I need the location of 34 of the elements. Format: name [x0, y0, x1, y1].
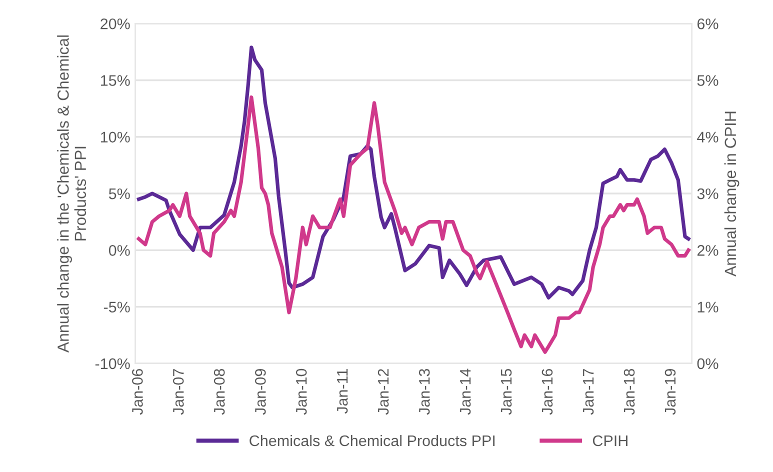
x-tick-label: Jan-17 [583, 369, 594, 415]
y2-tick-label: 2% [697, 245, 718, 256]
y-tick-label: -5% [104, 302, 130, 312]
line-series [136, 95, 690, 354]
x-tick-label: Jan-18 [624, 368, 635, 415]
y-tick-label: 10% [101, 132, 130, 143]
x-tick-label: Jan-16 [542, 368, 553, 415]
x-tick-label: Jan-08 [214, 368, 225, 415]
y-tick-label: 0% [108, 245, 130, 256]
y-tick-label: 5% [108, 188, 130, 200]
y-tick-label: 15% [101, 75, 130, 86]
legend-label: CPIH [592, 435, 628, 446]
x-tick-label: Jan-06 [132, 368, 143, 415]
y2-tick-label: 6% [697, 18, 718, 30]
x-tick-label: Jan-09 [255, 369, 266, 415]
x-tick-label: Jan-19 [664, 369, 676, 415]
x-tick-label: Jan-13 [418, 368, 430, 415]
y2-axis-title: Annual change in CPIH [724, 112, 740, 277]
x-tick-label: Jan-14 [460, 368, 471, 415]
y2-tick-label: 5% [697, 75, 718, 86]
y2-tick-label: 3% [697, 188, 718, 200]
x-tick-label: Jan-07 [172, 369, 184, 415]
x-tick-label: Jan-10 [296, 368, 307, 415]
legend-label: Chemicals & Chemical Products PPI [250, 434, 495, 446]
y-tick-label: -10% [95, 358, 130, 370]
y2-tick-label: 4% [697, 132, 718, 143]
x-tick-label: Jan-12 [378, 369, 389, 415]
y-tick-label: 20% [100, 18, 130, 30]
x-tick-label: Jan-11 [337, 369, 348, 414]
y2-tick-label: 1% [698, 302, 718, 312]
x-tick-label: Jan-15 [501, 368, 512, 415]
line-series [136, 46, 690, 300]
y2-tick-label: 0% [697, 358, 718, 370]
y-axis-title: Annual change in the 'Chemicals & Chemical Products' PPI [57, 35, 86, 353]
